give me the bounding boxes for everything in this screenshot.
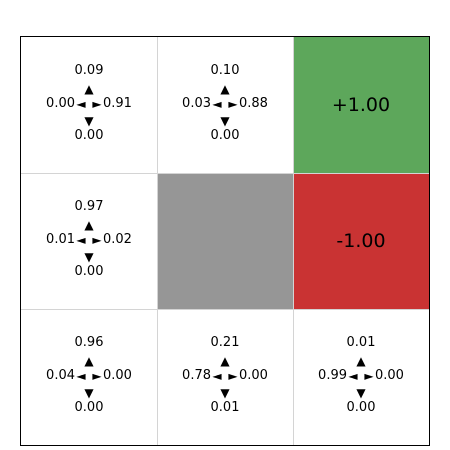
q-down-value: 0.00 [293,401,429,415]
right-arrow-icon: ► [227,370,239,382]
grid-divider [21,173,429,174]
up-arrow-icon: ▲ [355,355,367,367]
grid-divider [293,37,294,445]
left-arrow-icon: ◄ [75,98,87,110]
up-arrow-icon: ▲ [219,355,231,367]
q-left-value: 0.04 [46,369,75,383]
q-up-value: 0.10 [157,64,293,78]
down-arrow-icon: ▼ [219,115,231,127]
q-up-value: 0.97 [21,200,157,214]
q-left-value: 0.01 [46,233,75,247]
q-up-value: 0.96 [21,336,157,350]
q-right-value: 0.88 [239,97,268,111]
right-arrow-icon: ► [91,98,103,110]
left-arrow-icon: ◄ [347,370,359,382]
cell-r2-c2: 0.01 ▲ 0.99 ◄ ► 0.00 ▼ 0.00 [293,309,429,445]
cell-r0-c0: 0.09 ▲ 0.00 ◄ ► 0.91 ▼ 0.00 [21,37,157,173]
q-down-value: 0.01 [157,401,293,415]
up-arrow-icon: ▲ [83,83,95,95]
up-arrow-icon: ▲ [219,83,231,95]
up-arrow-icon: ▲ [83,355,95,367]
q-left-value: 0.99 [318,369,347,383]
q-up-value: 0.21 [157,336,293,350]
right-arrow-icon: ► [91,234,103,246]
grid-divider [157,37,158,445]
wall-cell [157,173,293,309]
trap-reward-label: -1.00 [293,173,429,309]
down-arrow-icon: ▼ [219,387,231,399]
right-arrow-icon: ► [363,370,375,382]
left-arrow-icon: ◄ [211,370,223,382]
q-down-value: 0.00 [21,265,157,279]
grid-divider [21,309,429,310]
q-right-value: 0.00 [375,369,404,383]
gridworld-policy-grid: 0.09 ▲ 0.00 ◄ ► 0.91 ▼ 0.00 0.10 ▲ 0.03 … [20,36,430,446]
down-arrow-icon: ▼ [83,251,95,263]
q-up-value: 0.01 [293,336,429,350]
q-right-value: 0.00 [239,369,268,383]
q-left-value: 0.03 [182,97,211,111]
cell-r2-c1: 0.21 ▲ 0.78 ◄ ► 0.00 ▼ 0.01 [157,309,293,445]
up-arrow-icon: ▲ [83,219,95,231]
cell-r1-c0: 0.97 ▲ 0.01 ◄ ► 0.02 ▼ 0.00 [21,173,157,309]
q-down-value: 0.00 [21,129,157,143]
cell-r2-c0: 0.96 ▲ 0.04 ◄ ► 0.00 ▼ 0.00 [21,309,157,445]
q-right-value: 0.91 [103,97,132,111]
down-arrow-icon: ▼ [83,387,95,399]
right-arrow-icon: ► [227,98,239,110]
goal-cell: +1.00 [293,37,429,173]
down-arrow-icon: ▼ [83,115,95,127]
down-arrow-icon: ▼ [355,387,367,399]
q-up-value: 0.09 [21,64,157,78]
left-arrow-icon: ◄ [75,234,87,246]
q-left-value: 0.78 [182,369,211,383]
left-arrow-icon: ◄ [75,370,87,382]
left-arrow-icon: ◄ [211,98,223,110]
goal-reward-label: +1.00 [293,37,429,173]
q-right-value: 0.02 [103,233,132,247]
q-down-value: 0.00 [157,129,293,143]
q-down-value: 0.00 [21,401,157,415]
q-right-value: 0.00 [103,369,132,383]
q-left-value: 0.00 [46,97,75,111]
trap-cell: -1.00 [293,173,429,309]
cell-r0-c1: 0.10 ▲ 0.03 ◄ ► 0.88 ▼ 0.00 [157,37,293,173]
right-arrow-icon: ► [91,370,103,382]
